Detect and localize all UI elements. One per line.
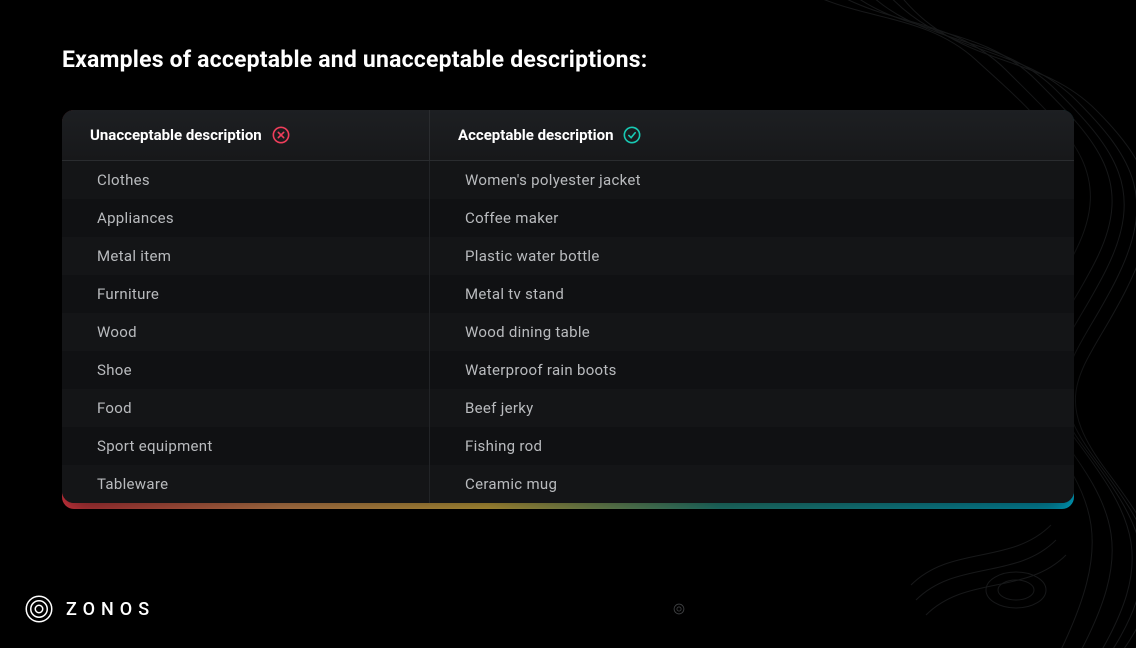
cell-unacceptable: Tableware	[62, 465, 430, 503]
cell-acceptable: Plastic water bottle	[430, 237, 1074, 275]
table-body: ClothesWomen's polyester jacketAppliance…	[62, 161, 1074, 503]
cell-acceptable: Wood dining table	[430, 313, 1074, 351]
cell-acceptable: Metal tv stand	[430, 275, 1074, 313]
cell-acceptable: Beef jerky	[430, 389, 1074, 427]
brand-logo: ZONOS	[24, 594, 155, 624]
column-label: Acceptable description	[458, 126, 613, 144]
table-row: AppliancesCoffee maker	[62, 199, 1074, 237]
x-circle-icon	[272, 126, 290, 144]
descriptions-table: Unacceptable description Acceptable desc…	[62, 110, 1074, 503]
small-circle-mark-icon	[672, 602, 686, 616]
gradient-underline: Unacceptable description Acceptable desc…	[62, 110, 1074, 509]
cell-unacceptable: Clothes	[62, 161, 430, 199]
table-header: Unacceptable description Acceptable desc…	[62, 110, 1074, 161]
table-row: ClothesWomen's polyester jacket	[62, 161, 1074, 199]
table-row: WoodWood dining table	[62, 313, 1074, 351]
column-header-acceptable: Acceptable description	[430, 110, 1074, 160]
column-header-unacceptable: Unacceptable description	[62, 110, 430, 160]
check-circle-icon	[623, 126, 641, 144]
column-label: Unacceptable description	[90, 126, 262, 144]
cell-acceptable: Women's polyester jacket	[430, 161, 1074, 199]
cell-unacceptable: Metal item	[62, 237, 430, 275]
table-row: ShoeWaterproof rain boots	[62, 351, 1074, 389]
cell-unacceptable: Appliances	[62, 199, 430, 237]
cell-acceptable: Waterproof rain boots	[430, 351, 1074, 389]
brand-name: ZONOS	[66, 599, 155, 620]
cell-acceptable: Fishing rod	[430, 427, 1074, 465]
table-row: TablewareCeramic mug	[62, 465, 1074, 503]
cell-unacceptable: Wood	[62, 313, 430, 351]
table-row: FurnitureMetal tv stand	[62, 275, 1074, 313]
cell-unacceptable: Food	[62, 389, 430, 427]
zonos-mark-icon	[24, 594, 54, 624]
table-row: Metal itemPlastic water bottle	[62, 237, 1074, 275]
cell-unacceptable: Sport equipment	[62, 427, 430, 465]
cell-unacceptable: Furniture	[62, 275, 430, 313]
cell-unacceptable: Shoe	[62, 351, 430, 389]
table-row: Sport equipmentFishing rod	[62, 427, 1074, 465]
page-title: Examples of acceptable and unacceptable …	[62, 46, 647, 73]
table-row: FoodBeef jerky	[62, 389, 1074, 427]
cell-acceptable: Coffee maker	[430, 199, 1074, 237]
cell-acceptable: Ceramic mug	[430, 465, 1074, 503]
